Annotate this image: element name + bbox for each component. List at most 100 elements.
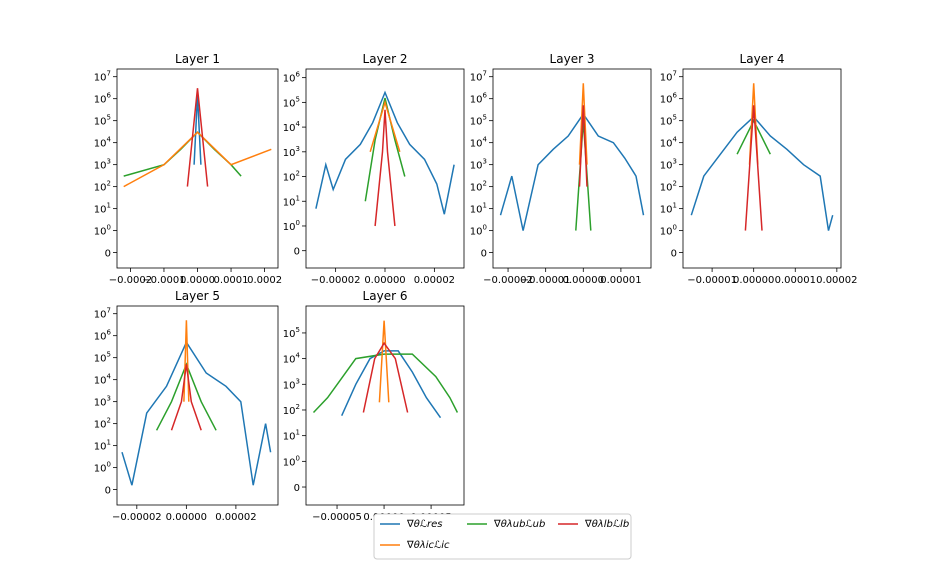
series-line	[369, 99, 401, 153]
y-tick-label: 103	[94, 158, 111, 172]
y-tick-label: 104	[94, 373, 112, 387]
axes-frame	[116, 305, 279, 506]
y-tick-label: 0	[481, 249, 487, 260]
x-tick-label: −0.00002	[483, 275, 533, 286]
y-tick-label: 103	[660, 158, 677, 172]
y-tick-label: 106	[94, 329, 112, 343]
x-tick-label: 0.00000	[563, 275, 604, 286]
series-line	[312, 353, 459, 414]
axes-frame	[492, 68, 652, 269]
series-line	[123, 131, 242, 177]
y-tick-label: 105	[283, 95, 300, 109]
y-tick-label: 105	[283, 326, 300, 340]
y-tick-label: 104	[283, 120, 301, 134]
subplot-title: Layer 3	[550, 52, 595, 66]
y-tick-label: 100	[283, 219, 300, 233]
y-tick-label: 104	[94, 136, 112, 150]
series-line	[378, 320, 390, 403]
series-line	[374, 109, 396, 227]
subplot-title: Layer 2	[363, 52, 408, 66]
subplot-layer-6: Layer 6−0.000050.000000.0000510510410310…	[283, 289, 465, 523]
legend-label: ∇θλicℒic	[406, 540, 450, 551]
subplot-layer-5: Layer 5 −0.00002 0.00000 0.00002 107 106 105 10…	[94, 289, 279, 523]
y-tick-label: 101	[470, 202, 487, 216]
series-line	[183, 320, 190, 402]
x-tick-label: −0.0002	[109, 275, 152, 286]
axes-frame	[305, 305, 465, 506]
x-tick-label: 0.0000	[180, 275, 215, 286]
y-tick-label: 100	[660, 224, 677, 238]
x-tick-label: −0.00005	[312, 512, 362, 523]
x-tick-label: 0.00002	[414, 275, 455, 286]
x-tick-label: 0.00001	[775, 275, 816, 286]
series-line	[362, 341, 409, 413]
legend-label: ∇θλlbℒlb	[584, 519, 629, 530]
y-tick-label: 100	[470, 224, 487, 238]
series-line	[123, 131, 272, 188]
subplot-title: Layer 1	[175, 52, 220, 66]
series-line	[690, 115, 834, 231]
y-tick-label: 101	[283, 429, 300, 443]
subplot-layer-2: Layer 2 −0.00002 0.00000 0.00002 106 105 104 10…	[283, 52, 465, 286]
series-line	[315, 90, 455, 215]
legend-label: ∇θλubℒub	[493, 519, 545, 530]
y-tick-label: 102	[94, 180, 111, 194]
y-tick-label: 107	[660, 70, 677, 84]
y-tick-label: 103	[283, 145, 300, 159]
y-tick-label: 0	[671, 249, 677, 260]
y-tick-label: 106	[470, 92, 488, 106]
x-tick-label: −0.00001	[521, 275, 571, 286]
y-tick-label: 102	[94, 417, 111, 431]
series-line	[170, 364, 202, 431]
y-tick-label: 105	[470, 114, 487, 128]
series-line	[499, 112, 645, 231]
y-tick-label: 101	[94, 202, 111, 216]
subplot-title: Layer 5	[175, 289, 220, 303]
y-tick-label: 102	[660, 180, 677, 194]
y-tick-label: 101	[94, 439, 111, 453]
y-tick-label: 101	[283, 194, 300, 208]
y-tick-label: 0	[294, 483, 300, 494]
y-tick-label: 0	[294, 247, 300, 258]
x-tick-label: 0.00000	[733, 275, 774, 286]
y-tick-label: 105	[660, 114, 677, 128]
y-tick-label: 105	[94, 351, 111, 365]
x-tick-label: 0.00002	[215, 512, 256, 523]
y-tick-label: 102	[283, 403, 300, 417]
x-tick-label: 0.00000	[166, 512, 207, 523]
series-line	[186, 88, 209, 187]
legend-label: ∇θℒres	[406, 519, 442, 530]
x-tick-label: 0.00000	[364, 275, 405, 286]
y-tick-label: 104	[660, 136, 678, 150]
subplot-title: Layer 4	[740, 52, 785, 66]
y-tick-label: 103	[283, 377, 300, 391]
series-line	[121, 340, 272, 486]
y-tick-label: 0	[105, 249, 111, 260]
x-tick-label: −0.00002	[311, 275, 361, 286]
y-tick-label: 100	[283, 454, 300, 468]
subplot-title: Layer 6	[363, 289, 408, 303]
x-tick-label: 0.0001	[214, 275, 249, 286]
series-line	[744, 105, 763, 231]
y-tick-label: 106	[660, 92, 678, 106]
y-tick-label: 0	[105, 486, 111, 497]
y-tick-label: 103	[94, 395, 111, 409]
series-line	[736, 119, 771, 155]
y-tick-label: 104	[283, 352, 301, 366]
x-tick-label: −0.00001	[687, 275, 737, 286]
x-tick-label: −0.0001	[142, 275, 185, 286]
y-tick-label: 107	[94, 70, 111, 84]
legend: ∇θℒres ∇θλubℒub ∇θλlbℒlb ∇θλicℒic	[373, 513, 632, 560]
series-line	[575, 120, 592, 231]
y-tick-label: 105	[94, 114, 111, 128]
series-line	[364, 97, 406, 202]
y-tick-label: 102	[283, 170, 300, 184]
y-tick-label: 101	[660, 202, 677, 216]
y-tick-label: 103	[470, 158, 487, 172]
x-tick-label: 0.00001	[600, 275, 641, 286]
y-tick-label: 102	[470, 180, 487, 194]
